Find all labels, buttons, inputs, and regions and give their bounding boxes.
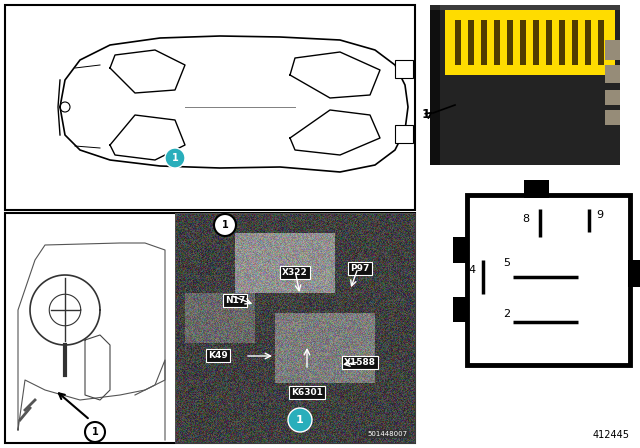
Bar: [395, 60, 413, 78]
Text: X1588: X1588: [344, 358, 376, 367]
Text: X322: X322: [282, 268, 308, 277]
Text: 2: 2: [503, 309, 510, 319]
Text: 1: 1: [92, 427, 99, 437]
Circle shape: [214, 214, 236, 236]
Bar: [5, 213, 415, 443]
Bar: [453, 297, 469, 323]
Bar: [5, 5, 415, 210]
Bar: [175, 213, 415, 443]
Text: 9: 9: [596, 211, 603, 220]
Text: 501448007: 501448007: [368, 431, 408, 437]
Text: 1: 1: [296, 415, 304, 425]
Text: 1: 1: [421, 108, 430, 121]
Bar: [175, 213, 415, 443]
Text: 5: 5: [503, 258, 510, 268]
Text: 4: 4: [468, 265, 475, 275]
Circle shape: [165, 148, 185, 168]
Bar: [524, 180, 548, 198]
Text: K6301: K6301: [291, 388, 323, 397]
Text: N17: N17: [225, 296, 245, 305]
Bar: [395, 125, 413, 143]
Bar: [467, 195, 630, 365]
Bar: [628, 259, 640, 287]
Circle shape: [85, 422, 105, 442]
Text: K49: K49: [209, 351, 228, 360]
Bar: [453, 237, 469, 263]
Circle shape: [288, 408, 312, 432]
Text: 1: 1: [221, 220, 228, 230]
Text: 1: 1: [172, 153, 179, 163]
Text: P97: P97: [350, 264, 369, 273]
Text: 8: 8: [522, 214, 529, 224]
Text: 412445: 412445: [593, 430, 630, 440]
